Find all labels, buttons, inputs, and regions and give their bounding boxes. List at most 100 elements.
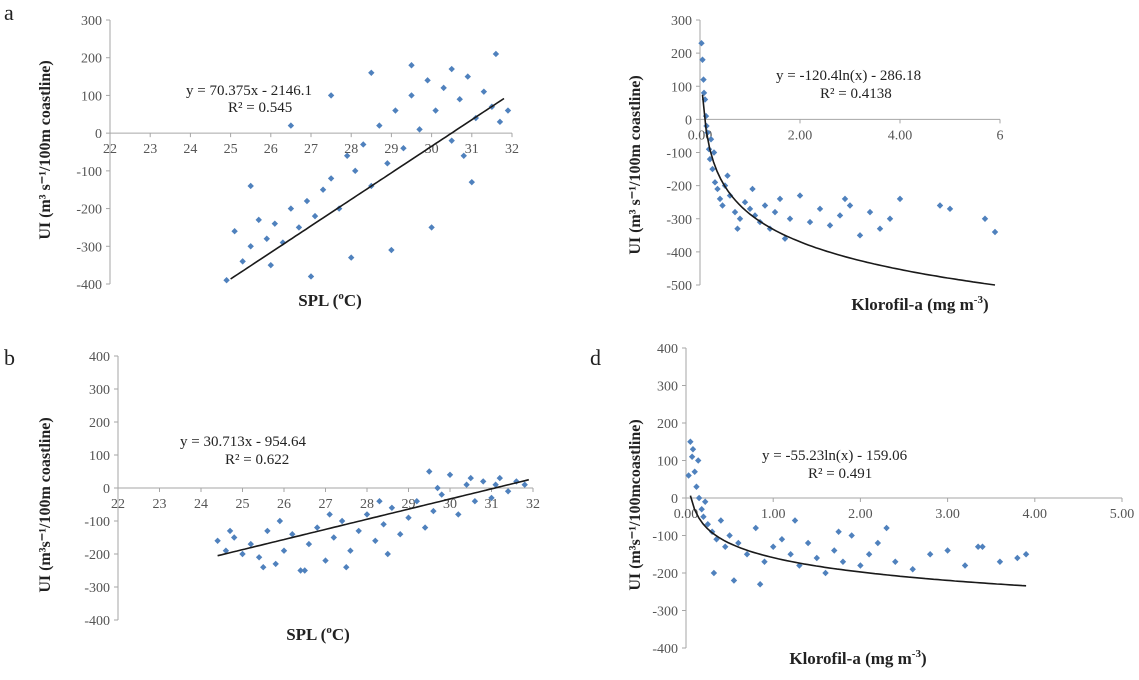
data-point: [397, 531, 404, 538]
data-point: [741, 198, 749, 206]
data-point: [239, 258, 246, 265]
data-point: [428, 224, 435, 231]
data-point: [326, 511, 333, 518]
data-point: [264, 527, 271, 535]
data-point: [776, 195, 784, 203]
data-point: [416, 126, 423, 133]
data-point: [214, 537, 221, 544]
x-tick-label: 25: [236, 497, 250, 512]
data-point: [695, 494, 703, 502]
data-point: [730, 577, 738, 584]
data-point: [804, 539, 812, 547]
data-point: [724, 172, 731, 179]
data-point: [392, 107, 399, 114]
y-tick-label: 300: [89, 383, 110, 398]
data-point: [303, 197, 311, 205]
data-point: [710, 569, 718, 577]
x-tick-label: 1.00: [761, 507, 786, 522]
data-point: [883, 524, 890, 532]
data-point: [726, 532, 733, 539]
data-point: [355, 527, 362, 535]
data-point: [1022, 551, 1030, 558]
data-point: [892, 558, 899, 565]
y-tick-label: -100: [666, 147, 692, 162]
data-point: [707, 136, 715, 143]
data-point: [504, 107, 512, 114]
y-tick-label: 0: [103, 482, 110, 497]
data-point: [496, 474, 503, 482]
data-point: [848, 532, 855, 539]
data-point: [846, 202, 854, 209]
data-point: [287, 122, 295, 129]
r-squared-b: R² = 0.622: [225, 452, 289, 468]
trendline: [689, 495, 1027, 587]
data-point: [426, 468, 433, 475]
data-point: [716, 195, 724, 203]
x-tick-label: 23: [153, 497, 167, 512]
x-tick-label: 27: [319, 497, 333, 512]
data-point: [974, 543, 982, 550]
data-point: [327, 92, 335, 99]
data-point: [372, 537, 379, 544]
y-tick-label: 400: [657, 342, 678, 357]
data-point: [693, 483, 700, 490]
data-point: [826, 222, 834, 229]
data-point: [496, 118, 504, 126]
data-point: [421, 524, 429, 531]
data-point: [297, 567, 304, 574]
r-squared-a: R² = 0.545: [228, 100, 292, 116]
data-point: [813, 554, 820, 562]
data-point: [734, 225, 741, 232]
y-tick-label: -200: [76, 203, 102, 218]
chart-panel-b: 400 300 200 100 0 -100 -200 -300 -400 22 23 24 25 26 2…: [84, 350, 540, 629]
y-tick-label: -200: [652, 567, 678, 582]
y-tick-label: 300: [657, 380, 678, 395]
data-point: [749, 185, 756, 193]
data-point: [424, 77, 431, 84]
data-point: [781, 235, 789, 242]
y-tick-label: -100: [84, 515, 110, 530]
data-point: [961, 562, 969, 569]
panel-letter-a: a: [4, 0, 14, 25]
data-point: [330, 534, 337, 541]
equation-d: y = -55.23ln(x) - 159.06: [762, 448, 908, 464]
data-point: [770, 543, 777, 550]
y-tick-label: -300: [76, 240, 102, 255]
data-point: [388, 504, 396, 511]
data-point: [996, 558, 1004, 565]
x-tick-label: 25: [224, 142, 238, 157]
x-tick-label: 31: [465, 142, 479, 157]
y-tick-label: 0: [685, 113, 692, 128]
data-point: [866, 208, 874, 216]
data-point: [909, 566, 916, 573]
data-point: [836, 212, 844, 219]
y-tick-label: 100: [81, 89, 102, 104]
data-point: [704, 521, 711, 528]
data-point: [504, 488, 512, 495]
y-tick-label: 400: [89, 350, 110, 365]
data-point: [691, 468, 698, 475]
data-point: [480, 88, 488, 95]
x-tick-label: 2.00: [848, 507, 873, 522]
data-point: [896, 195, 904, 203]
data-point: [376, 122, 383, 129]
data-point: [260, 564, 267, 571]
data-point: [831, 547, 838, 554]
data-point: [448, 137, 455, 144]
x-tick-label: 4.00: [1023, 507, 1048, 522]
data-point: [743, 551, 751, 558]
data-point: [778, 536, 786, 543]
data-point: [456, 96, 463, 103]
x-tick-label: 6: [997, 128, 1004, 143]
y-tick-label: 200: [81, 52, 102, 67]
data-point: [492, 481, 499, 488]
data-point: [464, 73, 471, 80]
data-point: [271, 220, 279, 227]
data-point: [709, 165, 716, 173]
y-tick-label: 100: [671, 80, 692, 95]
data-point: [247, 540, 254, 548]
y-tick-label: 100: [89, 449, 110, 464]
equation-chlorophyll-top: y = -120.4ln(x) - 286.18: [776, 68, 921, 84]
x-tick-label: 30: [425, 142, 439, 157]
data-point: [886, 215, 894, 222]
